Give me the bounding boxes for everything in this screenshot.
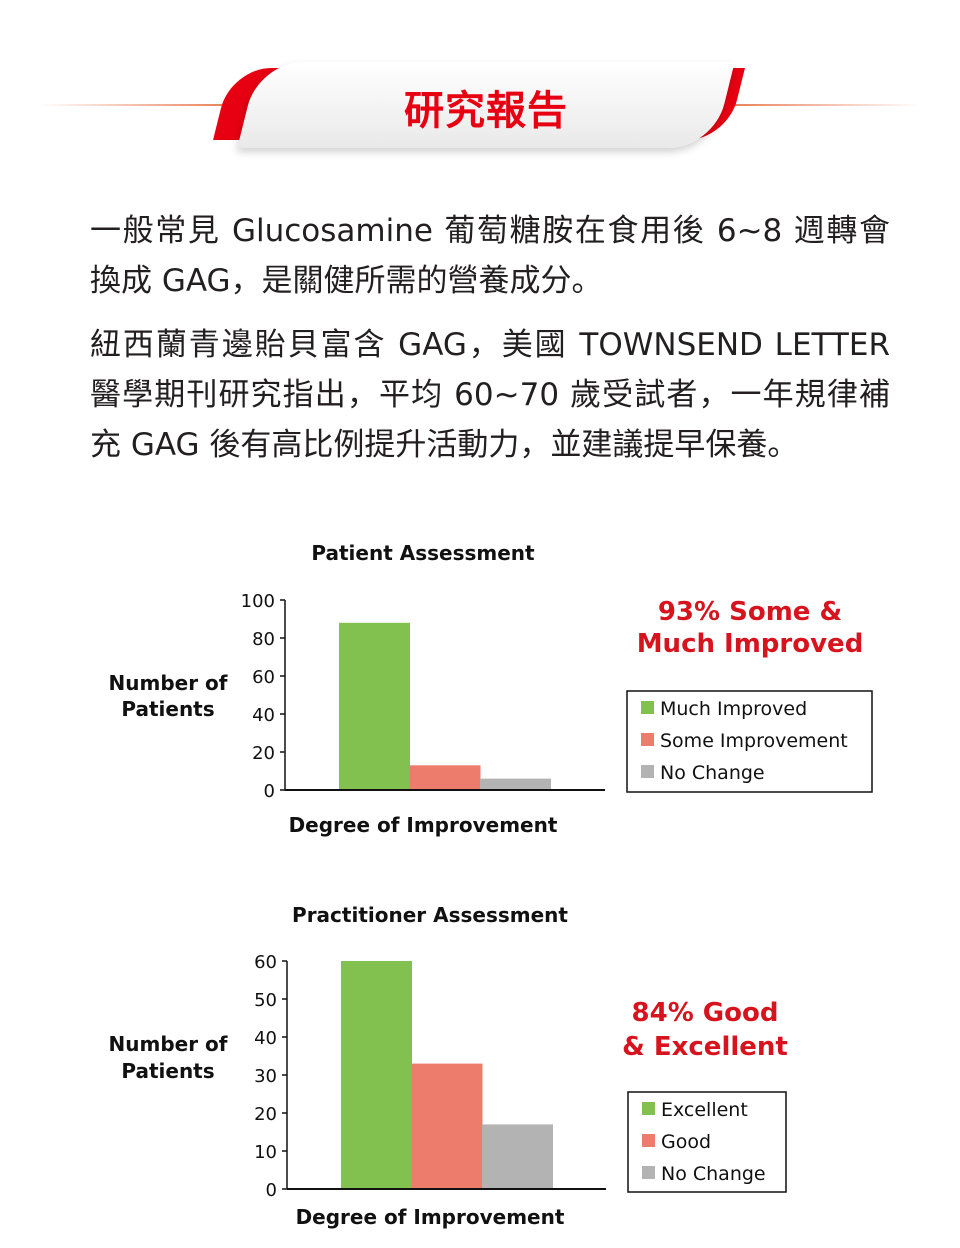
legend-label: Good <box>661 1131 711 1153</box>
page-title: 研究報告 <box>404 88 568 134</box>
y-tick-label: 100 <box>241 591 275 612</box>
bar-good <box>411 1063 483 1189</box>
chart-title: Practitioner Assessment <box>292 903 568 927</box>
y-axis-label: Patients <box>121 697 214 721</box>
legend-swatch <box>642 1134 655 1147</box>
bar-no-change <box>480 778 551 790</box>
y-tick-label: 30 <box>254 1066 277 1087</box>
y-tick-label: 20 <box>254 1104 277 1125</box>
y-tick-label: 40 <box>254 1028 277 1049</box>
y-tick-label: 60 <box>254 952 277 973</box>
legend-label: Some Improvement <box>660 730 848 752</box>
legend-box <box>626 690 873 793</box>
bar-excellent <box>341 961 412 1189</box>
y-axis-label: Number of <box>109 1032 228 1056</box>
y-tick-label: 10 <box>254 1142 277 1163</box>
legend-label: Excellent <box>661 1099 748 1121</box>
patient-assessment-chart: Patient Assessment 0 20 40 60 80 100 Degree of … <box>109 541 873 837</box>
header-line-left <box>40 104 240 106</box>
legend-label: Much Improved <box>660 698 807 720</box>
y-axis-label: Number of <box>109 671 228 695</box>
legend-swatch <box>641 701 654 714</box>
bar-some-improvement <box>409 765 481 790</box>
y-tick-label: 0 <box>266 1180 277 1201</box>
study-paragraph: 紐西蘭青邊貽貝富含 GAG，美國 TOWNSEND LETTER 醫學期刊研究指… <box>90 327 890 463</box>
bar-no-change <box>482 1124 553 1189</box>
y-tick-label: 40 <box>252 705 275 726</box>
chart-title: Patient Assessment <box>311 541 535 565</box>
y-tick-label: 60 <box>252 667 275 688</box>
y-tick-label: 80 <box>252 629 275 650</box>
x-axis-label: Degree of Improvement <box>289 813 558 837</box>
legend-label: No Change <box>660 762 765 784</box>
legend-swatch <box>641 765 654 778</box>
annotation-text: & Excellent <box>622 1032 788 1062</box>
practitioner-assessment-chart: Practitioner Assessment 0 10 20 30 40 50 60 Degr… <box>109 903 788 1229</box>
x-axis-label: Degree of Improvement <box>296 1205 565 1229</box>
intro-paragraph: 一般常見 Glucosamine 葡萄糖胺在食用後 6~8 週轉會換成 GAG，… <box>90 213 890 299</box>
y-tick-label: 20 <box>252 743 275 764</box>
annotation-text: Much Improved <box>637 629 864 659</box>
legend-swatch <box>642 1166 655 1179</box>
y-tick-label: 50 <box>254 990 277 1011</box>
annotation-text: 84% Good <box>632 998 779 1028</box>
annotation-text: 93% Some & <box>658 597 842 627</box>
legend-swatch <box>642 1102 655 1115</box>
y-axis-label: Patients <box>121 1059 214 1083</box>
legend-label: No Change <box>661 1163 766 1185</box>
header-line-right <box>720 104 920 106</box>
legend-swatch <box>641 733 654 746</box>
y-tick-label: 0 <box>264 781 275 802</box>
bar-much-improved <box>339 622 410 790</box>
